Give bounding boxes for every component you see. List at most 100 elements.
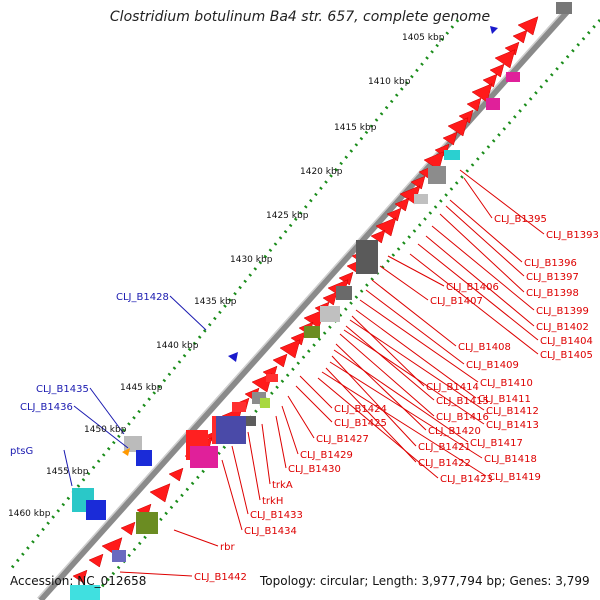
cds-feature [447,117,469,137]
label-leader-line [355,309,477,399]
gene-label[interactable]: CLJ_B1433 [250,510,303,521]
gene-label[interactable]: CLJ_B1427 [316,434,369,445]
gene-label[interactable]: CLJ_B1412 [486,406,539,417]
cds-feature [168,467,184,482]
gene-label[interactable]: CLJ_B1408 [458,342,511,353]
gene-label[interactable]: trkA [272,480,293,491]
gene-label[interactable]: CLJ_B1405 [540,350,593,361]
gene-label[interactable]: CLJ_B1425 [334,418,387,429]
label-leader-line [387,255,445,287]
feature-block [70,585,100,600]
cds-feature [512,29,528,44]
gene-label[interactable]: CLJ_B1404 [540,336,593,347]
gene-label[interactable]: CLJ_B1422 [418,458,471,469]
feature-block [136,450,152,466]
label-leader-line [173,529,219,547]
gene-label[interactable]: CLJ_B1396 [524,258,577,269]
gene-label[interactable]: CLJ_B1419 [488,472,541,483]
gene-label[interactable]: CLJ_B1436 [20,402,73,413]
gene-label[interactable]: CLJ_B1416 [436,412,489,423]
label-leader-line [417,243,539,341]
feature-block [556,2,572,14]
feature-block [216,416,246,444]
gene-label[interactable]: CLJ_B1414 [426,382,479,393]
label-leader-line [349,319,485,411]
label-leader-line [295,385,333,423]
tick-label: 1435 kbp [194,297,237,307]
gene-label[interactable]: trkH [262,496,283,507]
feature-block [232,402,246,412]
feature-block [112,550,126,562]
gene-label[interactable]: CLJ_B1429 [300,450,353,461]
label-leader-line [439,213,525,293]
tick-label: 1405 kbp [402,33,445,43]
label-leader-line [333,349,469,443]
gene-label[interactable]: CLJ_B1434 [244,526,297,537]
gene-label[interactable]: CLJ_B1435 [36,384,89,395]
label-leader-line [379,265,429,301]
accession-text: Accession: NC_012658 [10,574,147,588]
label-leader-line [169,295,207,331]
gene-label[interactable]: CLJ_B1409 [466,360,519,371]
cds-feature [466,97,482,112]
label-leader-line [73,405,129,449]
label-leader-line [345,325,435,401]
feature-block [266,374,278,382]
gene-label[interactable]: CLJ_B1393 [546,230,599,241]
label-leader-line [63,449,73,487]
label-leader-line [409,253,539,355]
gene-label[interactable]: CLJ_B1406 [446,282,499,293]
feature-block [444,150,460,160]
gene-label[interactable]: CLJ_B1402 [536,322,589,333]
tick-label: 1415 kbp [334,123,377,133]
gene-label[interactable]: CLJ_B1397 [526,272,579,283]
feature-block [246,416,256,426]
gene-label[interactable]: CLJ_B1430 [288,464,341,475]
gene-label[interactable]: CLJ_B1424 [334,404,387,415]
cds-feature [410,175,426,190]
gene-label[interactable]: CLJ_B1398 [526,288,579,299]
cds-feature [149,483,171,503]
cds-feature [423,151,445,171]
gene-label[interactable]: CLJ_B1418 [484,454,537,465]
label-leader-line [231,445,249,515]
tick-label: 1420 kbp [300,167,343,177]
gene-label[interactable]: CLJ_B1423 [440,474,493,485]
tick-label: 1455 kbp [46,467,89,477]
tick-label: 1450 kbp [84,425,127,435]
feature-block [506,72,520,82]
cds-feature [471,83,493,103]
gene-label[interactable]: CLJ_B1420 [428,426,481,437]
gene-label[interactable]: CLJ_B1421 [418,442,471,453]
feature-block [260,398,270,408]
gene-label[interactable]: CLJ_B1399 [536,306,589,317]
cds-feature [482,73,498,88]
gene-label[interactable]: CLJ_B1411 [478,394,531,405]
tick-label: 1440 kbp [156,341,199,351]
gene-label[interactable]: CLJ_B1407 [430,296,483,307]
label-leader-line [359,299,479,383]
label-leader-line [281,405,299,455]
label-leader-line [275,415,287,469]
feature-block [86,500,106,520]
gene-label[interactable]: ptsG [10,446,33,457]
label-leader-line [365,289,465,365]
feature-block [414,194,428,204]
label-leader-line [445,205,525,277]
feature-track [70,2,572,600]
label-leader-line [287,395,315,439]
gene-label[interactable]: CLJ_B1417 [470,438,523,449]
gene-label[interactable]: CLJ_B1410 [480,378,533,389]
label-leader-line [321,371,487,477]
gene-label[interactable]: CLJ_B1395 [494,214,547,225]
gene-label[interactable]: CLJ_B1413 [486,420,539,431]
gene-label[interactable]: CLJ_B1415 [436,396,489,407]
tick-label: 1410 kbp [368,77,411,87]
gene-label[interactable]: rbr [220,542,235,553]
tick-labels: 1405 kbp 1410 kbp 1415 kbp 1420 kbp 1425 kbp… [8,33,445,519]
feature-block [428,166,446,184]
gene-label[interactable]: CLJ_B1442 [194,572,247,583]
label-leader-line [459,169,545,235]
label-leader-line [343,329,485,425]
gene-label[interactable]: CLJ_B1428 [116,292,169,303]
